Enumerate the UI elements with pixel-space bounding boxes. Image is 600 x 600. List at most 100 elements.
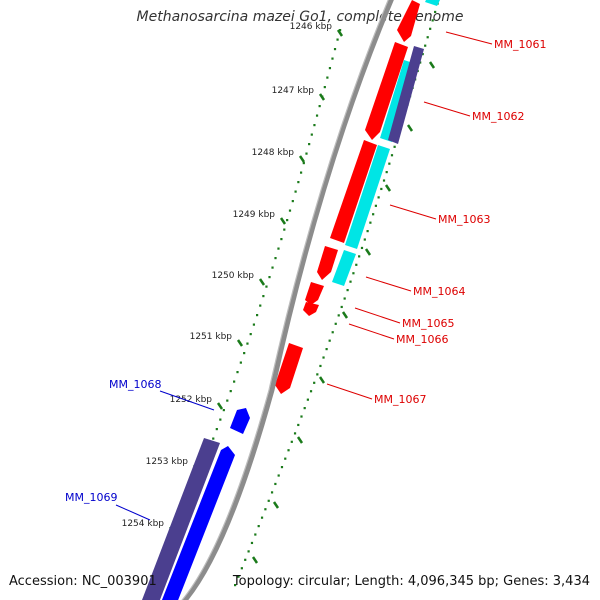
outer-dot [434,10,437,14]
scale-dot [229,390,232,393]
gene-label[interactable]: MM_1061 [494,38,546,51]
feature-bar[interactable] [345,145,390,249]
scale-dot [246,342,249,345]
outer-dot [424,44,427,47]
outer-dot [337,314,340,317]
scale-dot [326,76,329,79]
scale-label: 1246 kbp [290,22,333,32]
scale-major-tick [258,278,266,286]
outer-dot [426,36,429,39]
scale-dot [274,257,277,260]
outer-dot [297,423,300,427]
label-layer: MM_1061 MM_1062 MM_1063 MM_1064 MM_1065 MM_10… [65,31,546,521]
backbone-arc-highlight [181,0,389,600]
outer-dot [293,432,297,435]
scale-dot [252,323,256,326]
gene-leader-line [445,31,493,45]
gene-label[interactable]: MM_1065 [402,317,454,330]
gene-label[interactable]: MM_1063 [438,213,490,226]
outer-dot [421,53,424,56]
outer-dot [309,390,313,393]
gene-label[interactable]: MM_1067 [374,393,426,406]
outer-dot [264,508,267,511]
gene-arrow[interactable] [397,0,420,42]
scale-label: 1249 kbp [233,210,276,220]
outer-major-tick [384,184,392,192]
gene-leader-line [354,307,401,324]
gene-arrow[interactable] [330,140,377,243]
outer-dot [431,19,434,22]
scale-dot [226,399,229,402]
scale-dot [271,266,274,269]
outer-dot [374,204,377,207]
outer-dot [340,305,343,309]
scale-dot [318,105,321,108]
scale-major-tick [236,339,244,347]
scale-dot [297,181,300,184]
outer-dot [319,364,322,368]
scale-dot [294,190,297,193]
outer-dot [352,272,355,275]
outer-major-tick [296,436,304,444]
outer-dot [377,196,380,199]
accession-text: Accession: NC_003901 [9,574,157,589]
outer-dot [360,246,364,250]
outer-major-tick [318,376,326,384]
gene-label[interactable]: MM_1066 [396,333,448,346]
outer-dot [328,339,331,342]
outer-dot [393,145,396,148]
outer-dot [300,415,303,418]
scale-label: 1248 kbp [252,148,295,158]
scale-dot [283,228,286,231]
scale-major-tick [336,29,344,37]
outer-dot [334,322,337,325]
gene-arrow[interactable] [305,282,324,305]
gene-arrow[interactable] [303,302,319,316]
outer-dot [316,373,319,376]
scale-dot [288,209,292,212]
outer-dot [306,398,309,401]
outer-dot [380,187,383,191]
gene-arrow[interactable] [275,343,303,394]
feature-bar[interactable] [332,250,356,286]
gene-arrow[interactable] [230,408,250,434]
gene-label[interactable]: MM_1064 [413,285,465,298]
gene-arrow[interactable] [365,42,408,140]
scale-dot [239,361,242,364]
scale-dot [315,114,319,117]
outer-dot [313,381,316,384]
gene-label[interactable]: MM_1069 [65,491,117,504]
outer-dot [343,297,346,300]
outer-dot [349,280,352,283]
scale-label: 1251 kbp [190,332,233,342]
gene-label[interactable]: MM_1062 [472,110,524,123]
scale-dot [305,152,308,155]
scale-dot [277,247,280,250]
scale-dot [256,314,259,317]
feature-bar[interactable] [425,0,440,6]
outer-major-tick [428,61,436,69]
gene-leader-line [115,504,151,521]
outer-dot [287,449,290,452]
outer-dot [325,348,328,351]
feature-bar[interactable] [142,438,220,600]
scale-major-tick [318,93,326,101]
topology-text: Topology: circular; Length: 4,096,345 bp… [232,574,590,589]
scale-dot [313,124,316,127]
scale-dot [336,38,339,41]
outer-dot [385,171,388,174]
gene-leader-line [348,323,395,340]
scale-label: 1252 kbp [170,395,213,405]
outer-dot [260,516,264,519]
outer-dot [322,356,325,359]
outer-dot [280,466,284,469]
scale-dot [328,67,332,70]
gene-arrow[interactable] [160,446,235,600]
outer-dot [372,213,375,216]
gene-arrow[interactable] [317,246,338,280]
scale-dot [215,428,218,431]
outer-dot [346,289,349,292]
feature-bar[interactable] [388,46,424,144]
gene-label[interactable]: MM_1068 [109,378,161,391]
